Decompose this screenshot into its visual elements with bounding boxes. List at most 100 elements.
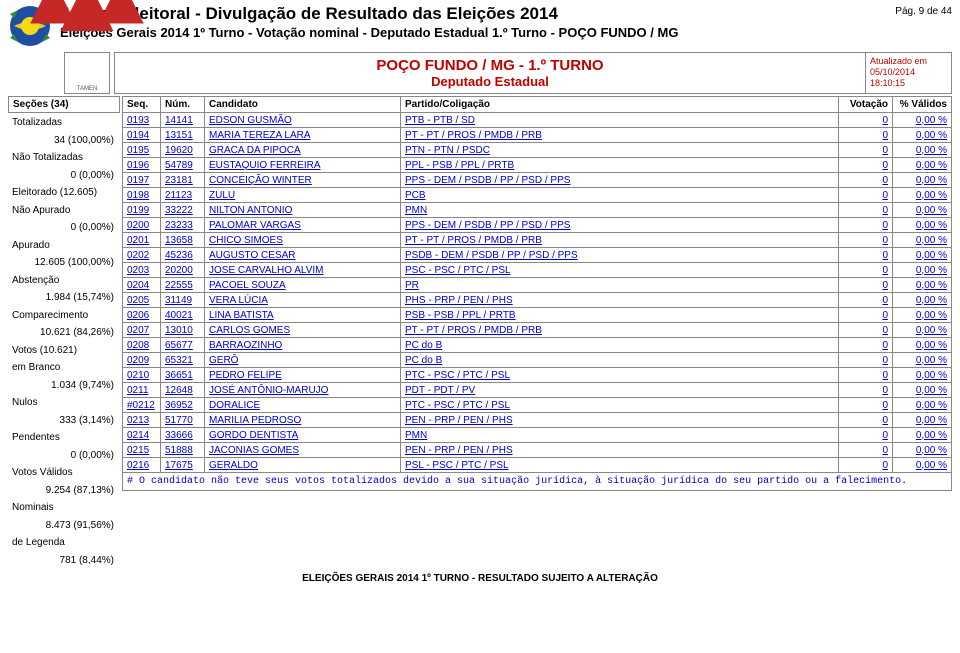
cell-vot: 0 [838,323,892,338]
cell-cand: GORDO DENTISTA [204,428,400,443]
table-row[interactable]: 019654789EUSTAQUIO FERREIRAPPL - PSB / P… [122,158,952,173]
cell-vot: 0 [838,293,892,308]
cell-num: 12648 [160,383,204,398]
cell-seq: 0199 [122,203,160,218]
col-vot: Votação [838,96,892,113]
table-row[interactable]: 020023233PALOMAR VARGASPPS - DEM / PSDB … [122,218,952,233]
summary-item: Apurado [8,237,120,255]
cell-cand: MARILIA PEDROSO [204,413,400,428]
cell-vot: 0 [838,128,892,143]
cell-cand: NILTON ANTONIO [204,203,400,218]
cell-seq: 0203 [122,263,160,278]
cell-vot: 0 [838,263,892,278]
cell-val: 0,00 % [892,458,952,473]
cell-num: 23181 [160,173,204,188]
cell-seq: 0209 [122,353,160,368]
header-text: Justiça Eleitoral - Divulgação de Result… [60,4,895,40]
summary-item: 34 (100,00%) [8,132,120,150]
table-row[interactable]: 020245236AUGUSTO CESARPSDB - DEM / PSDB … [122,248,952,263]
summary-item: Pendentes [8,429,120,447]
cell-num: 65321 [160,353,204,368]
page-number: Pág. 9 de 44 [895,4,952,17]
cell-val: 0,00 % [892,173,952,188]
col-seq: Seq. [122,96,160,113]
cell-vot: 0 [838,278,892,293]
cell-cand: PEDRO FELIPE [204,368,400,383]
table-row[interactable]: 021351770MARILIA PEDROSOPEN - PRP / PEN … [122,413,952,428]
cell-num: 33222 [160,203,204,218]
cell-val: 0,00 % [892,413,952,428]
table-row[interactable]: 021433666GORDO DENTISTAPMN00,00 % [122,428,952,443]
cell-seq: #0212 [122,398,160,413]
cell-val: 0,00 % [892,398,952,413]
summary-item: 333 (3,14%) [8,412,120,430]
cell-part: PEN - PRP / PEN / PHS [400,413,838,428]
col-cand: Candidato [204,96,400,113]
table-row[interactable]: 019723181CONCEIÇÃO WINTERPPS - DEM / PSD… [122,173,952,188]
cell-vot: 0 [838,398,892,413]
cell-seq: 0215 [122,443,160,458]
table-row[interactable]: 019821123ZULUPCB00,00 % [122,188,952,203]
cell-part: PSC - PSC / PTC / PSL [400,263,838,278]
cell-seq: 0207 [122,323,160,338]
cell-vot: 0 [838,218,892,233]
cell-seq: 0193 [122,113,160,128]
cell-part: PDT - PDT / PV [400,383,838,398]
table-row[interactable]: 020113658CHICO SIMOESPT - PT / PROS / PM… [122,233,952,248]
cell-cand: JACONIAS GOMES [204,443,400,458]
cell-vot: 0 [838,353,892,368]
banner-updated: Atualizado em 05/10/2014 18:10:15 [866,52,952,94]
cell-val: 0,00 % [892,203,952,218]
cell-seq: 0204 [122,278,160,293]
table-row[interactable]: 019933222NILTON ANTONIOPMN00,00 % [122,203,952,218]
summary-item: Não Totalizadas [8,149,120,167]
cell-num: 51770 [160,413,204,428]
table-row[interactable]: 019314141EDSON GUSMÃOPTB - PTB / SD00,00… [122,113,952,128]
cell-val: 0,00 % [892,278,952,293]
summary-item: Totalizadas [8,114,120,132]
summary-item: de Legenda [8,534,120,552]
cell-part: PT - PT / PROS / PMDB / PRB [400,233,838,248]
cell-num: 13151 [160,128,204,143]
cell-val: 0,00 % [892,368,952,383]
table-row[interactable]: #021236952DORALICEPTC - PSC / PTC / PSL0… [122,398,952,413]
cell-seq: 0216 [122,458,160,473]
table-row[interactable]: 020320200JOSE CARVALHO ALVIMPSC - PSC / … [122,263,952,278]
table-row[interactable]: 021036651PEDRO FELIPEPTC - PSC / PTC / P… [122,368,952,383]
col-val: % Válidos [892,96,952,113]
cell-num: 40021 [160,308,204,323]
cell-seq: 0201 [122,233,160,248]
table-row[interactable]: 020640021LINA BATISTAPSB - PSB / PPL / P… [122,308,952,323]
cell-part: PC do B [400,353,838,368]
summary-item: Comparecimento [8,307,120,325]
table-row[interactable]: 020422555PACOEL SOUZAPR00,00 % [122,278,952,293]
table-row[interactable]: 019413151MARIA TEREZA LARAPT - PT / PROS… [122,128,952,143]
summary-item: 0 (0,00%) [8,167,120,185]
cell-cand: GRACA DA PIPOCA [204,143,400,158]
cell-num: 51888 [160,443,204,458]
cell-part: PMN [400,428,838,443]
table-row[interactable]: 019519620GRACA DA PIPOCAPTN - PTN / PSDC… [122,143,952,158]
cell-val: 0,00 % [892,143,952,158]
table-row[interactable]: 021112648JOSÉ ANTÔNIO-MARUJOPDT - PDT / … [122,383,952,398]
cell-part: PSDB - DEM / PSDB / PP / PSD / PPS [400,248,838,263]
cell-cand: CHICO SIMOES [204,233,400,248]
cell-cand: DORALICE [204,398,400,413]
cell-part: PTN - PTN / PSDC [400,143,838,158]
table-row[interactable]: 021617675GERALDOPSL - PSC / PTC / PSL00,… [122,458,952,473]
table-row[interactable]: 020531149VERA LÚCIAPHS - PRP / PEN / PHS… [122,293,952,308]
cell-val: 0,00 % [892,383,952,398]
table-row[interactable]: 020965321GERÔPC do B00,00 % [122,353,952,368]
table-row[interactable]: 020713010CARLOS GOMESPT - PT / PROS / PM… [122,323,952,338]
table-row[interactable]: 021551888JACONIAS GOMESPEN - PRP / PEN /… [122,443,952,458]
cell-num: 65677 [160,338,204,353]
cell-num: 17675 [160,458,204,473]
cell-val: 0,00 % [892,158,952,173]
cell-seq: 0200 [122,218,160,233]
cell-num: 20200 [160,263,204,278]
cell-seq: 0211 [122,383,160,398]
cell-cand: LINA BATISTA [204,308,400,323]
cell-cand: BARRAOZINHO [204,338,400,353]
table-footnote: # O candidato não teve seus votos totali… [122,473,952,491]
table-row[interactable]: 020865677BARRAOZINHOPC do B00,00 % [122,338,952,353]
